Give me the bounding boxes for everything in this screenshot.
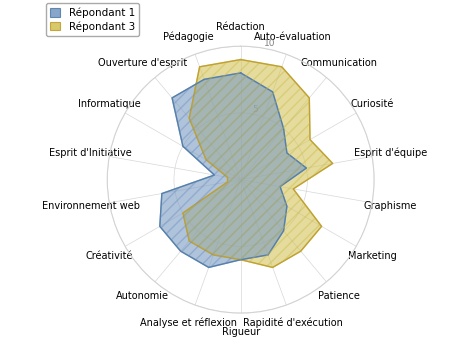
Legend: Répondant 1, Répondant 3: Répondant 1, Répondant 3 [46, 3, 139, 36]
Polygon shape [183, 60, 333, 267]
Polygon shape [160, 73, 306, 267]
